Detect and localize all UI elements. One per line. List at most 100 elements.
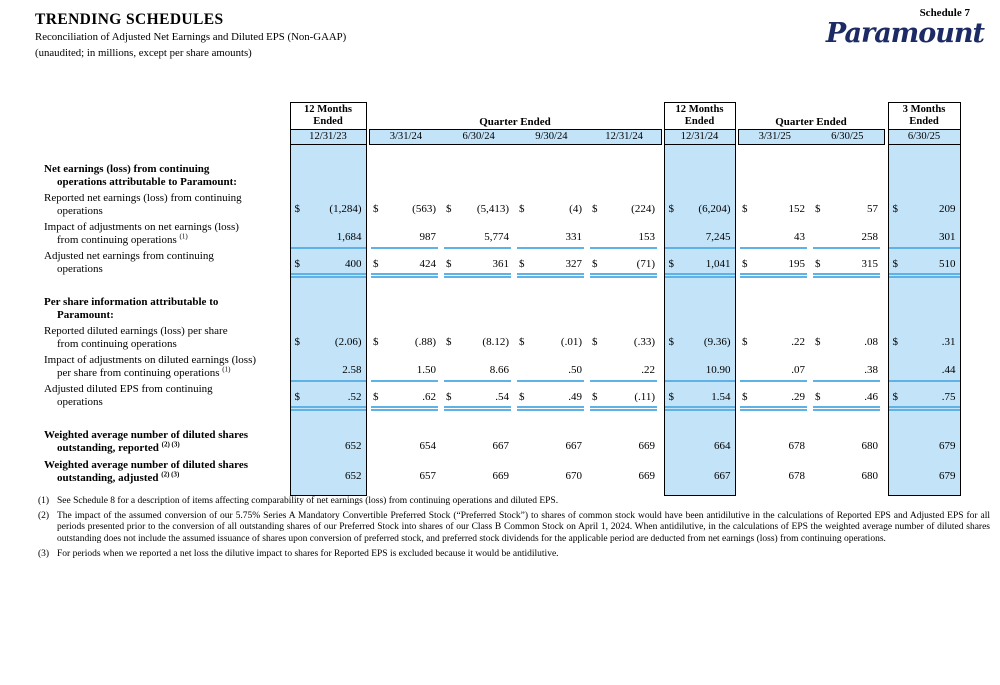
table-row: Adjusted diluted EPS from continuing oper… — [34, 381, 961, 411]
value-cell — [738, 145, 811, 161]
value: 667 — [565, 439, 583, 452]
date-strip-2024: 3/31/24 6/30/24 9/30/24 12/31/24 — [368, 129, 662, 146]
value-cell: $ (224) — [588, 191, 661, 220]
col-group-12m-2024: 12 Months Ended — [663, 101, 736, 131]
value-cell — [738, 278, 811, 294]
table-body: Net earnings (loss) from continuing opera… — [34, 144, 961, 497]
value: .50 — [568, 363, 582, 376]
value-cell: $209 — [887, 190, 961, 220]
value-cell — [887, 160, 961, 191]
row-label: Impact of adjustments on net earnings (l… — [44, 220, 239, 246]
value-cell: 667 — [442, 427, 515, 457]
value: 678 — [788, 439, 806, 452]
value: 1.50 — [416, 363, 436, 376]
value-cell: $ (2.06) — [289, 323, 367, 353]
footnote: (3) For periods when we reported a net lo… — [38, 549, 990, 561]
value-cell: $ .31 — [887, 323, 961, 353]
value: 654 — [419, 439, 437, 452]
value: 652 — [345, 469, 362, 482]
value-cell: 680 — [811, 457, 884, 487]
col-group-quarters-2025: Quarter Ended — [775, 116, 847, 129]
trending-schedule-table: 12 Months Ended Quarter Ended 12 Months … — [34, 101, 961, 497]
row-label — [34, 145, 284, 161]
value-cell — [369, 161, 442, 191]
value-cell: .44 — [887, 352, 961, 382]
value: .75 — [941, 390, 956, 403]
value-cell: 669 — [442, 457, 515, 487]
footnote-marker: (1) — [222, 365, 231, 374]
footnote-id: (3) — [38, 549, 50, 560]
currency-symbol: $ — [446, 390, 452, 403]
value-cell: $ (9.36) — [663, 323, 736, 353]
value: 258 — [861, 230, 879, 243]
col-group-12m-2023: 12 Months Ended — [289, 101, 367, 131]
value-cell: $1.54 — [663, 381, 736, 411]
value: 657 — [419, 469, 437, 482]
value-cell — [887, 293, 961, 324]
col-group-3m-2025: 3 Months Ended — [887, 101, 961, 131]
value-cell — [663, 160, 736, 191]
currency-symbol: $ — [373, 202, 379, 215]
value: 669 — [638, 469, 656, 482]
footnote-marker: (2) (3) — [161, 470, 180, 479]
date-6-30-24: 6/30/24 — [462, 131, 495, 143]
value-cell — [887, 486, 961, 497]
value-cell: $ (6,204) — [663, 190, 736, 220]
value-cell: $ (71) — [588, 249, 661, 278]
value: .22 — [791, 335, 805, 348]
date-6-30-25: 6/30/25 — [831, 131, 864, 143]
value: (.33) — [633, 335, 655, 348]
value: .52 — [347, 390, 362, 403]
value-cell: 10.90 — [663, 352, 736, 382]
value-cell: $ (4) — [515, 191, 588, 220]
table-row: Per share information attributable to Par… — [34, 293, 961, 324]
page-subtitle-2: (unaudited; in millions, except per shar… — [35, 46, 252, 59]
currency-symbol: $ — [892, 335, 899, 348]
value: 195 — [788, 257, 806, 270]
value-cell: 654 — [369, 427, 442, 457]
value: .07 — [791, 363, 805, 376]
value: 301 — [939, 230, 956, 243]
value-cell — [811, 487, 884, 496]
value: .31 — [941, 335, 956, 348]
value: 2.58 — [342, 363, 362, 376]
value-cell: $ (.01) — [515, 324, 588, 353]
value: 10.90 — [705, 363, 731, 376]
value-cell — [442, 294, 515, 324]
value: 669 — [492, 469, 510, 482]
value: (224) — [631, 202, 655, 215]
footnote-marker: (2) (3) — [161, 440, 180, 449]
value: (8.12) — [482, 335, 509, 348]
table-row: Impact of adjustments on diluted earning… — [34, 352, 961, 382]
value-cell — [515, 487, 588, 496]
table-row: Reported net earnings (loss) from contin… — [34, 190, 961, 220]
page-subtitle-1: Reconciliation of Adjusted Net Earnings … — [35, 31, 347, 43]
value-cell — [738, 294, 811, 324]
value-cell: $ (5,413) — [442, 191, 515, 220]
value-cell: $ .22 — [738, 324, 811, 353]
value: 667 — [714, 469, 731, 482]
table-row — [34, 144, 961, 161]
value: 669 — [638, 439, 656, 452]
value: 209 — [939, 202, 956, 215]
currency-symbol: $ — [892, 390, 899, 403]
currency-symbol: $ — [668, 202, 675, 215]
value: (1,284) — [329, 202, 362, 215]
value-cell — [289, 144, 367, 161]
value: 361 — [492, 257, 510, 270]
value: (5,413) — [476, 202, 509, 215]
value: 5,774 — [484, 230, 509, 243]
value-cell: $ .54 — [442, 382, 515, 411]
value-cell: $510 — [887, 248, 961, 278]
value: 8.66 — [489, 363, 509, 376]
document-header: TRENDING SCHEDULES Reconciliation of Adj… — [35, 11, 346, 61]
value-cell: $57 — [811, 191, 884, 220]
value-cell: $ (8.12) — [442, 324, 515, 353]
value-cell — [515, 294, 588, 324]
value-cell — [588, 294, 661, 324]
currency-symbol: $ — [373, 257, 379, 270]
value-cell — [289, 486, 367, 497]
col-group-quarters-2024: Quarter Ended — [479, 116, 551, 129]
table-row: Weighted average number of diluted share… — [34, 426, 961, 457]
currency-symbol: $ — [742, 257, 748, 270]
